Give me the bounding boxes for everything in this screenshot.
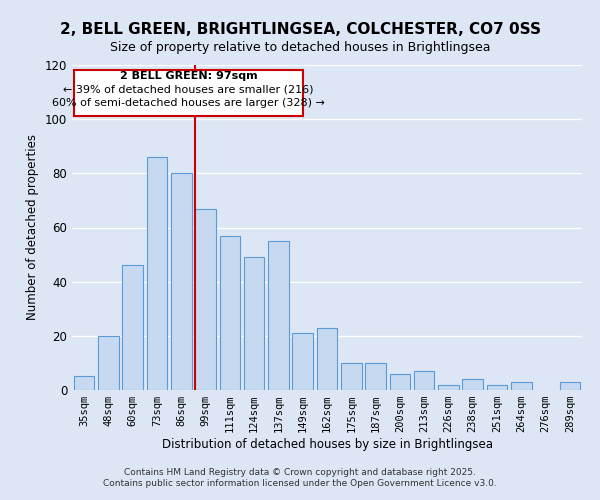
Bar xyxy=(220,236,240,390)
Text: 2 BELL GREEN: 97sqm: 2 BELL GREEN: 97sqm xyxy=(120,71,257,81)
Bar xyxy=(74,376,94,390)
Text: Size of property relative to detached houses in Brightlingsea: Size of property relative to detached ho… xyxy=(110,41,490,54)
Bar xyxy=(341,363,362,390)
Text: ← 39% of detached houses are smaller (216): ← 39% of detached houses are smaller (21… xyxy=(64,84,314,94)
Bar xyxy=(365,363,386,390)
Text: 2, BELL GREEN, BRIGHTLINGSEA, COLCHESTER, CO7 0SS: 2, BELL GREEN, BRIGHTLINGSEA, COLCHESTER… xyxy=(59,22,541,38)
Bar xyxy=(463,379,483,390)
Bar xyxy=(292,333,313,390)
Bar xyxy=(244,258,265,390)
Bar xyxy=(268,241,289,390)
Text: 60% of semi-detached houses are larger (328) →: 60% of semi-detached houses are larger (… xyxy=(52,98,325,108)
Y-axis label: Number of detached properties: Number of detached properties xyxy=(26,134,39,320)
Bar xyxy=(511,382,532,390)
Bar xyxy=(438,384,459,390)
Bar xyxy=(487,384,508,390)
Bar xyxy=(146,157,167,390)
Bar xyxy=(317,328,337,390)
Bar xyxy=(74,70,303,117)
Bar xyxy=(122,266,143,390)
Bar xyxy=(389,374,410,390)
Text: Contains HM Land Registry data © Crown copyright and database right 2025.
Contai: Contains HM Land Registry data © Crown c… xyxy=(103,468,497,487)
Bar xyxy=(98,336,119,390)
X-axis label: Distribution of detached houses by size in Brightlingsea: Distribution of detached houses by size … xyxy=(161,438,493,451)
Bar xyxy=(171,174,191,390)
Bar xyxy=(414,371,434,390)
Bar xyxy=(560,382,580,390)
Bar xyxy=(195,208,216,390)
